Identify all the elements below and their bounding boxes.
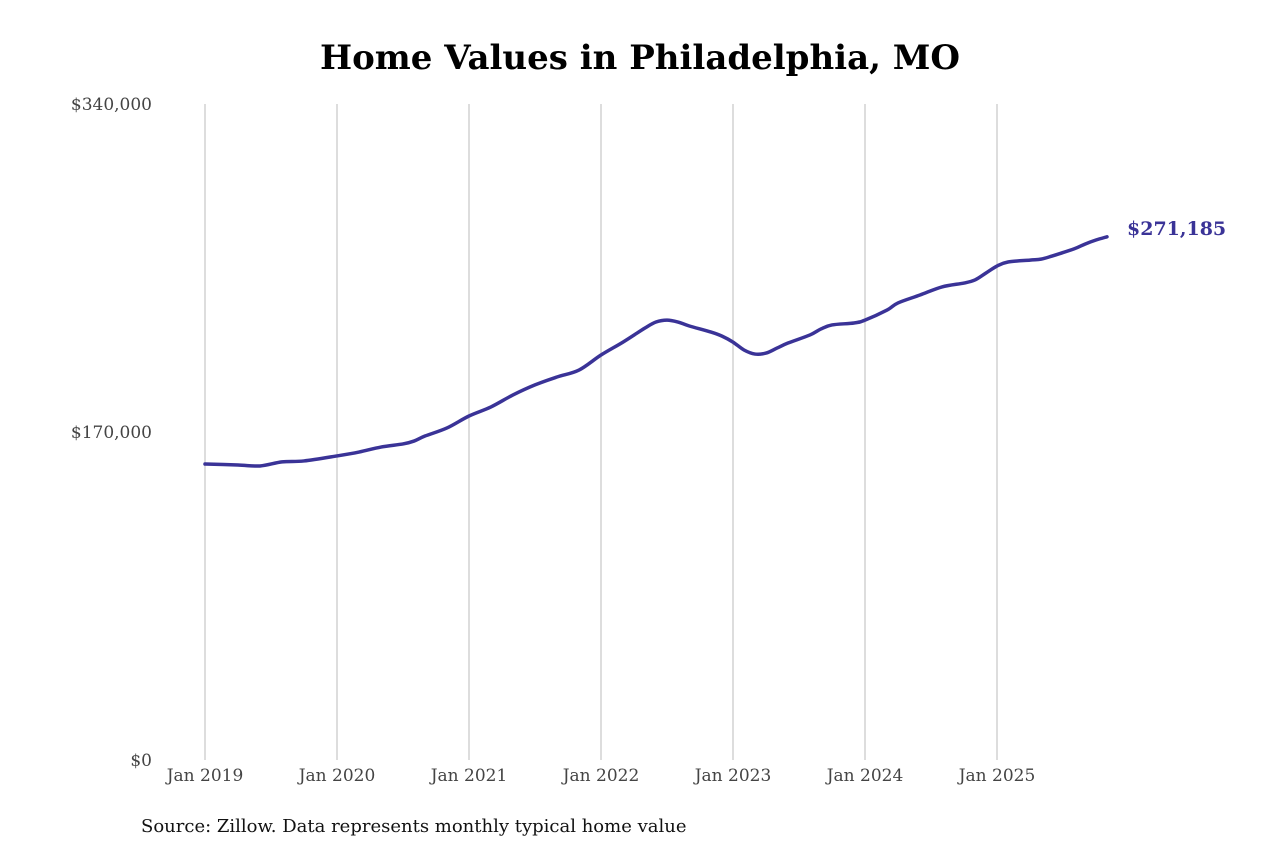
x-tick-label: Jan 2021 bbox=[429, 766, 508, 786]
x-tick-label: Jan 2024 bbox=[825, 766, 904, 786]
chart-title: Home Values in Philadelphia, MO bbox=[319, 38, 961, 78]
x-tick-label: Jan 2019 bbox=[165, 766, 244, 786]
x-tick-label: Jan 2025 bbox=[957, 766, 1036, 786]
y-tick-label: $170,000 bbox=[71, 423, 152, 443]
series-line bbox=[203, 235, 1109, 468]
end-value-label: $271,185 bbox=[1127, 218, 1226, 240]
y-tick-label: $0 bbox=[130, 751, 152, 771]
source-note: Source: Zillow. Data represents monthly … bbox=[141, 816, 687, 837]
x-tick-label: Jan 2023 bbox=[693, 766, 772, 786]
y-tick-label: $340,000 bbox=[71, 95, 152, 115]
x-tick-label: Jan 2022 bbox=[561, 766, 640, 786]
x-tick-label: Jan 2020 bbox=[297, 766, 376, 786]
